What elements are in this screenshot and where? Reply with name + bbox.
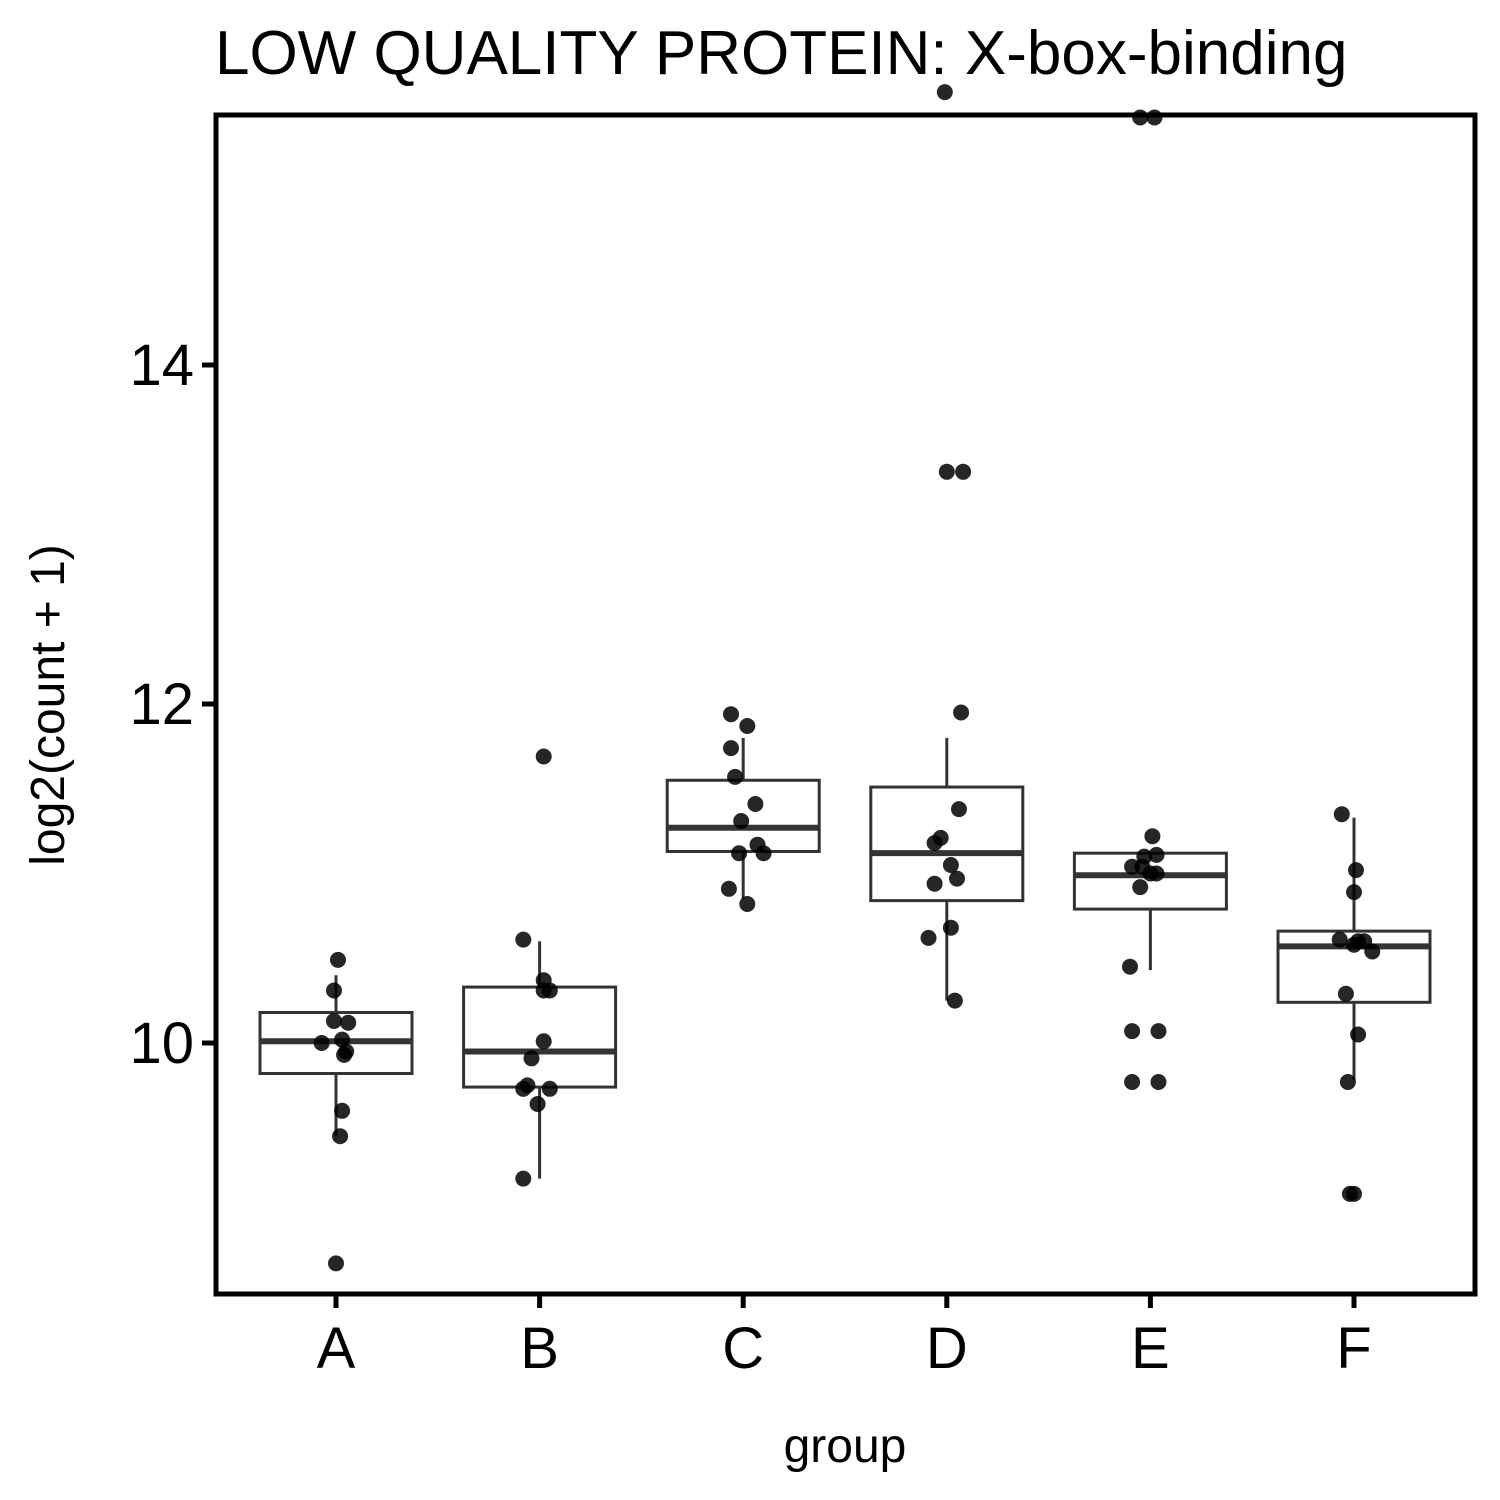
data-point-E-58: [1148, 846, 1165, 863]
x-tick-label-B: B: [520, 1316, 559, 1381]
x-tick-label-A: A: [317, 1316, 356, 1381]
box-E: [1072, 851, 1228, 971]
data-point-A-6: [334, 1031, 351, 1048]
data-point-C-28: [733, 813, 750, 829]
data-point-A-9: [326, 982, 342, 999]
data-point-B-21: [515, 931, 532, 948]
data-point-D-46: [936, 84, 953, 101]
data-point-D-43: [953, 704, 970, 721]
data-point-C-30: [727, 768, 744, 785]
data-point-C-32: [739, 718, 756, 734]
data-point-F-66: [1337, 985, 1354, 1002]
data-point-F-71: [1356, 933, 1373, 950]
data-point-C-31: [723, 740, 739, 757]
data-point-B-12: [529, 1096, 546, 1112]
x-axis-label: group: [784, 1420, 907, 1473]
data-point-E-51: [1122, 958, 1138, 975]
data-point-F-72: [1346, 884, 1362, 901]
data-point-D-45: [955, 463, 972, 480]
x-tick-label-D: D: [926, 1316, 968, 1381]
data-point-A-10: [330, 951, 346, 968]
data-point-C-29: [747, 796, 764, 812]
y-tick-label-12: 12: [129, 672, 194, 737]
data-point-A-8: [340, 1014, 357, 1031]
data-point-C-33: [723, 706, 739, 723]
data-point-B-16: [523, 1050, 540, 1067]
data-point-E-52: [1132, 879, 1149, 896]
data-point-D-42: [951, 801, 967, 818]
data-point-D-37: [926, 875, 943, 892]
data-point-B-15: [519, 1077, 536, 1094]
data-point-E-48: [1150, 1074, 1167, 1090]
y-axis-label: log2(count + 1): [22, 544, 75, 866]
data-point-F-74: [1333, 806, 1350, 823]
data-point-C-26: [731, 845, 748, 862]
data-point-E-50: [1150, 1023, 1167, 1040]
data-point-D-44: [938, 463, 955, 480]
data-point-A-1: [332, 1128, 349, 1145]
data-point-E-57: [1136, 848, 1153, 865]
data-point-E-59: [1144, 828, 1161, 845]
data-point-E-47: [1124, 1074, 1141, 1090]
x-tick-label-E: E: [1131, 1316, 1170, 1381]
data-point-C-24: [720, 880, 737, 897]
y-tick-label-10: 10: [129, 1011, 194, 1076]
data-point-C-23: [739, 896, 756, 912]
data-point-A-7: [326, 1013, 342, 1029]
data-point-F-63: [1346, 1185, 1362, 1202]
data-point-A-0: [328, 1255, 344, 1272]
plot-area: [258, 84, 1432, 1272]
box-body-D: [869, 785, 1025, 903]
data-point-D-34: [946, 992, 963, 1009]
data-point-F-65: [1350, 1026, 1367, 1043]
data-point-F-64: [1339, 1074, 1356, 1090]
data-point-B-22: [535, 748, 552, 765]
data-point-A-4: [336, 1046, 353, 1063]
box-D: [869, 737, 1025, 1001]
data-points: [313, 84, 1381, 1272]
data-point-D-36: [942, 919, 959, 936]
y-tick-label-14: 14: [129, 333, 194, 398]
data-point-F-73: [1348, 862, 1364, 879]
box-body-E: [1072, 851, 1228, 911]
data-point-D-38: [949, 870, 965, 887]
data-point-C-27: [749, 836, 766, 853]
data-point-B-11: [515, 1170, 532, 1187]
y-axis: 10 12 14: [129, 333, 216, 1076]
data-point-A-2: [334, 1102, 351, 1119]
chart-title: LOW QUALITY PROTEIN: X-box-binding: [215, 19, 1347, 88]
data-point-B-20: [535, 972, 552, 989]
data-point-D-41: [932, 829, 949, 846]
data-point-D-39: [942, 857, 959, 873]
box-B: [462, 941, 618, 1179]
data-point-B-14: [541, 1080, 558, 1097]
x-axis: A B C D E F: [317, 1294, 1372, 1381]
data-point-F-69: [1331, 931, 1348, 948]
data-point-E-49: [1124, 1023, 1141, 1040]
data-point-A-5: [313, 1035, 330, 1051]
data-point-B-17: [535, 1033, 552, 1050]
x-tick-label-C: C: [722, 1316, 764, 1381]
plot-frame: [213, 112, 1478, 1297]
x-tick-label-F: F: [1336, 1316, 1371, 1381]
data-point-D-35: [920, 929, 937, 946]
